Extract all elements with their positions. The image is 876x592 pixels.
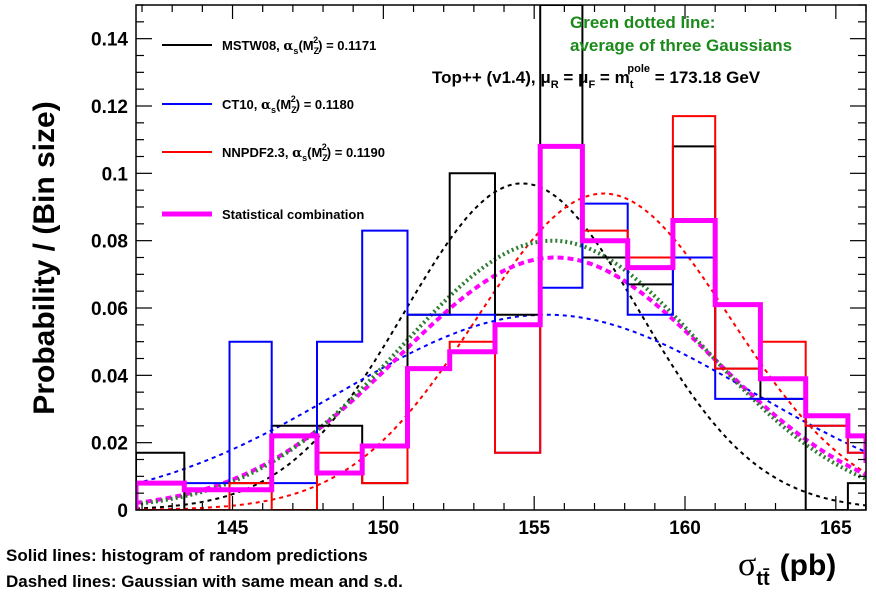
- y-tick-label: 0.14: [91, 30, 128, 51]
- histogram-3: [136, 143, 866, 510]
- gaussian-curve-0: [136, 182, 866, 510]
- gaussian-curve-4: [136, 238, 866, 506]
- x-axis-label-sigma: σ: [738, 546, 756, 583]
- footnote-line1: Solid lines: histogram of random predict…: [6, 546, 368, 565]
- histograms: [136, 5, 866, 510]
- x-tick-label: 145: [217, 518, 249, 539]
- green-annotation-line2: average of three Gaussians: [570, 36, 792, 55]
- y-tick-label: 0.08: [91, 232, 128, 253]
- legend-label-0: MSTW08, αs(MZ2) = 0.1171: [222, 35, 376, 56]
- x-tick-label: 150: [368, 518, 400, 539]
- histogram-2: [136, 115, 866, 510]
- gaussian-curve-2: [136, 192, 866, 510]
- y-axis-label: Probability / (Bin size): [28, 101, 61, 414]
- legend: MSTW08, αs(MZ2) = 0.1171 CT10, αs(MZ2) = …: [162, 35, 385, 222]
- legend-label-1: CT10, αs(MZ2) = 0.1180: [222, 94, 354, 115]
- x-tick-label: 160: [669, 518, 701, 539]
- y-tick-label: 0.06: [91, 299, 128, 320]
- y-tick-label: 0: [117, 501, 128, 522]
- gaussian-curves: [136, 182, 866, 510]
- y-tick-label: 0.02: [91, 434, 128, 455]
- footnote-line2: Dashed lines: Gaussian with same mean an…: [6, 572, 403, 591]
- axes: 145 150 155 160 165 0 0.02 0.04 0.06 0.08 0.1 0.12 0…: [91, 4, 867, 539]
- topxx-annotation: Top++ (v1.4), μR = μF = mtpole = 173.18 …: [432, 63, 761, 91]
- x-axis-label-unit: (pb): [780, 549, 837, 582]
- y-tick-label: 0.12: [91, 97, 128, 118]
- x-axis-label: σtt̄ (pb): [738, 546, 836, 590]
- legend-label-3: Statistical combination: [222, 207, 364, 222]
- y-tick-label: 0.04: [91, 366, 128, 387]
- green-annotation-line1: Green dotted line:: [570, 13, 715, 32]
- y-tick-label: 0.1: [102, 164, 129, 185]
- gaussian-curve-1: [136, 313, 866, 485]
- x-tick-label: 165: [820, 518, 852, 539]
- legend-label-2: NNPDF2.3, αs(MZ2) = 0.1190: [222, 142, 385, 163]
- gaussian-curve-3: [136, 255, 866, 505]
- x-axis-label-sub: tt̄: [756, 568, 770, 590]
- x-tick-label: 155: [518, 518, 550, 539]
